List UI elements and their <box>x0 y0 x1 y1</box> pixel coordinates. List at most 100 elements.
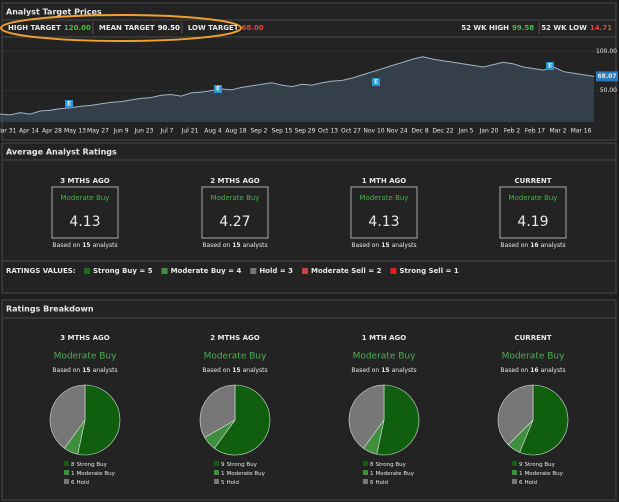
rating-text: Moderate Buy <box>211 194 260 202</box>
rating-score: 4.13 <box>69 214 100 230</box>
analyst-count: 15 <box>381 242 389 249</box>
segment-label: Hold <box>227 480 240 486</box>
highlight-annotation <box>0 14 242 42</box>
legend-swatch <box>302 268 308 274</box>
target-item: MEAN TARGET 90.50 <box>99 24 180 32</box>
rating-text: Moderate Buy <box>353 352 417 362</box>
legend-swatch <box>214 461 219 466</box>
x-tick-label: Sep 15 <box>272 128 293 135</box>
segment-count: 8 <box>71 462 75 468</box>
week52-item: 52 WK LOW 14.71 <box>541 24 612 32</box>
target-item: HIGH TARGET 120.00 <box>8 24 91 32</box>
legend-title: RATINGS VALUES: <box>6 267 76 275</box>
based-on-text: Based on <box>52 242 80 249</box>
period-label: 2 MTHS AGO <box>210 334 260 342</box>
week52-label: 52 WK HIGH <box>461 24 509 32</box>
segment-label: Strong Buy <box>77 462 108 468</box>
analyst-count: 15 <box>82 242 90 249</box>
x-tick-label: Feb 2 <box>504 128 521 135</box>
legend-label: Strong Sell = 1 <box>399 267 458 275</box>
legend-item: 1 Moderate Buy <box>370 471 415 477</box>
target-value: 90.50 <box>158 24 180 32</box>
analyst-unit: analysts <box>243 367 268 374</box>
x-tick-label: Jul 21 <box>181 128 199 135</box>
x-tick-label: Jan 5 <box>458 128 474 135</box>
x-tick-label: Aug 18 <box>225 128 246 135</box>
earnings-label: E <box>67 101 71 108</box>
analyst-unit: analysts <box>93 367 118 374</box>
rating-box <box>201 186 269 239</box>
pie-slice <box>376 384 420 456</box>
segment-label: Strong Buy <box>525 462 556 468</box>
legend-swatch <box>363 479 368 484</box>
x-tick-label: Feb 17 <box>525 128 545 135</box>
segment-label: Strong Buy <box>376 462 407 468</box>
earnings-marker <box>65 100 73 108</box>
legend-swatch <box>512 461 517 466</box>
rating-text: Moderate Buy <box>204 352 268 362</box>
legend-item: 1 Moderate Buy <box>221 471 266 477</box>
legend-item: 1 Moderate Buy <box>71 471 116 477</box>
rating-text: Moderate Buy <box>61 194 110 202</box>
last-price-label: 68.07 <box>598 73 617 80</box>
target-label: MEAN TARGET <box>99 24 155 32</box>
x-tick-label: Aug 4 <box>204 128 222 135</box>
x-tick-label: May 27 <box>87 128 109 135</box>
segment-label: Hold <box>376 480 389 486</box>
analyst-count: 15 <box>232 367 240 374</box>
rating-box <box>499 186 567 239</box>
earnings-marker <box>214 85 222 93</box>
earnings-label: E <box>548 63 552 70</box>
legend-label: Strong Buy = 5 <box>93 267 153 275</box>
panel <box>1 142 617 294</box>
target-label: LOW TARGET <box>188 24 239 32</box>
segment-count: 8 <box>370 462 374 468</box>
x-tick-label: Oct 27 <box>341 128 361 135</box>
earnings-label: E <box>216 86 220 93</box>
legend-item: 9 Strong Buy <box>221 462 258 468</box>
segment-label: Moderate Buy <box>227 471 266 477</box>
x-tick-label: Dec 8 <box>411 128 429 135</box>
rating-text: Moderate Buy <box>360 194 409 202</box>
legend-item: 8 Strong Buy <box>71 462 108 468</box>
legend-item: 8 Strong Buy <box>370 462 407 468</box>
segment-count: 6 <box>71 480 75 486</box>
legend-item: 1 Moderate Buy <box>519 471 564 477</box>
based-on: Based on 15 analysts <box>202 242 267 249</box>
based-on-text: Based on <box>351 367 379 374</box>
legend-label: Hold = 3 <box>259 267 293 275</box>
week52-value: 99.58 <box>512 24 534 32</box>
panel-title: Average Analyst Ratings <box>6 148 117 157</box>
based-on: Based on 15 analysts <box>52 242 117 249</box>
target-value: 120.00 <box>64 24 91 32</box>
analyst-count: 15 <box>82 367 90 374</box>
segment-count: 9 <box>221 462 225 468</box>
segment-count: 1 <box>221 471 225 477</box>
earnings-marker <box>372 78 380 86</box>
legend-swatch <box>512 479 517 484</box>
x-tick-label: Mar 31 <box>0 128 17 135</box>
period-label: CURRENT <box>514 177 551 185</box>
legend-item: 5 Hold <box>221 480 239 486</box>
analyst-unit: analysts <box>243 242 268 249</box>
segment-label: Hold <box>525 480 538 486</box>
x-tick-label: Sep 29 <box>295 128 316 135</box>
legend-item: 6 Hold <box>71 480 89 486</box>
x-tick-label: Oct 13 <box>318 128 338 135</box>
segment-label: Hold <box>77 480 90 486</box>
panel-title: Ratings Breakdown <box>6 305 94 314</box>
rating-score: 4.19 <box>517 214 548 230</box>
panel-title: Analyst Target Prices <box>6 8 102 17</box>
segment-count: 1 <box>519 471 523 477</box>
target-value: 68.00 <box>242 24 264 32</box>
earnings-label: E <box>374 79 378 86</box>
pie-slice <box>49 384 86 449</box>
based-on-text: Based on <box>202 367 230 374</box>
based-on: Based on 16 analysts <box>500 242 565 249</box>
target-label: HIGH TARGET <box>8 24 61 32</box>
y-tick-label: 50.00 <box>600 87 617 94</box>
legend-label: Moderate Sell = 2 <box>311 267 382 275</box>
week52-item: 52 WK HIGH 99.58 <box>461 24 534 32</box>
legend-label: Moderate Buy = 4 <box>171 267 242 275</box>
